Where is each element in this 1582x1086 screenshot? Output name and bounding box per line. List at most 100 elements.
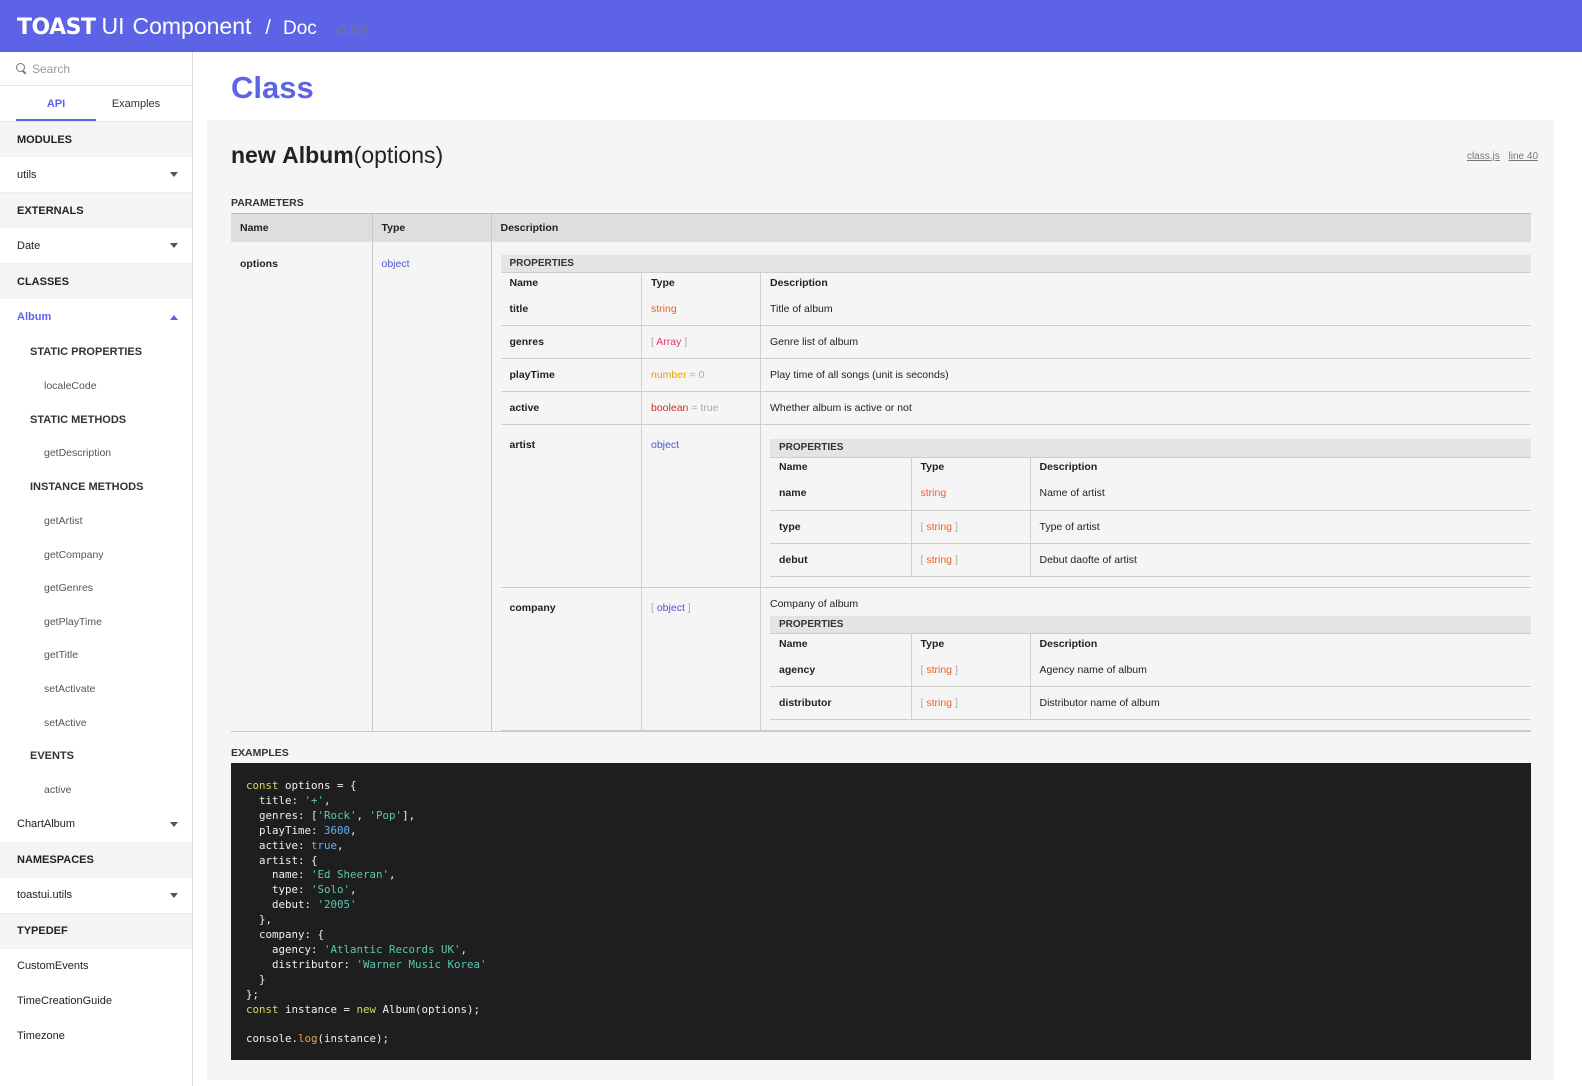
table-row: type [ string ] Type of artist — [770, 510, 1531, 544]
logo-separator: / — [265, 16, 271, 39]
constructor-signature: new Album(options) — [231, 142, 443, 169]
sidebar-link-getdescription[interactable]: getDescription — [44, 447, 112, 460]
sidebar-link-getcompany[interactable]: getCompany — [44, 548, 104, 561]
type-value[interactable]: object — [656, 601, 685, 614]
bracket-close: ] — [954, 553, 958, 566]
sidebar-item-album[interactable]: Album — [0, 299, 192, 335]
sidebar-item-label: utils — [17, 168, 37, 181]
table-row: options object PROPERTIES Name Type Desc… — [231, 241, 1531, 732]
chevron-down-icon[interactable] — [170, 892, 178, 898]
main-content: Class new Album(options) class.js line 4… — [194, 52, 1582, 1086]
prop-name: artist — [500, 424, 642, 588]
sidebar-link-gettitle[interactable]: getTitle — [44, 649, 79, 662]
table-row: title string Title of album — [500, 292, 1531, 326]
examples-label: EXAMPLES — [231, 747, 289, 759]
prop-description: Distributor name of album — [1029, 686, 1531, 720]
section-externals: EXTERNALS — [0, 193, 192, 228]
code-token: 'Atlantic Records UK' — [324, 942, 461, 956]
bracket-open: [ — [651, 601, 654, 614]
prop-type: string — [641, 292, 761, 326]
source-file-link[interactable]: class.js — [1466, 151, 1500, 162]
section-typedef: TYPEDEF — [0, 913, 192, 949]
search-box — [0, 52, 192, 86]
sidebar-link-getartist[interactable]: getArtist — [44, 514, 83, 527]
code-token: , — [460, 942, 468, 956]
type-value: number — [651, 369, 687, 381]
nested-properties-table: PROPERTIES Name Type Description name — [770, 439, 1531, 577]
type-value: string — [926, 663, 953, 676]
table-row: active boolean = true Whether album is a… — [500, 391, 1531, 425]
sidebar-link-active-event[interactable]: active — [44, 784, 72, 797]
prop-name: debut — [770, 543, 911, 577]
prop-description: Type of artist — [1029, 510, 1531, 544]
bracket-open: [ — [920, 520, 924, 533]
type-value: string — [926, 520, 953, 533]
bracket-close: ] — [954, 663, 958, 676]
search-input[interactable] — [32, 61, 182, 76]
logo-doc-text: Doc — [282, 17, 317, 39]
type-value: string — [926, 697, 953, 709]
tab-examples[interactable]: Examples — [111, 98, 161, 110]
version-label: v1.0.0 — [334, 23, 368, 37]
sidebar-item-customevents[interactable]: CustomEvents — [17, 960, 89, 973]
code-example[interactable]: const options = { title: '+', genres: ['… — [231, 763, 1531, 1060]
code-token: artist: { — [246, 853, 318, 867]
sidebar-item-utils[interactable]: utils — [0, 157, 192, 193]
signature-name: Album — [282, 142, 354, 168]
prop-type[interactable]: object — [641, 424, 761, 588]
sidebar-item-chartalbum[interactable]: ChartAlbum — [0, 807, 192, 843]
code-token: 'Pop' — [369, 808, 403, 822]
chevron-down-icon[interactable] — [170, 821, 178, 827]
sidebar-link-localecode[interactable]: localeCode — [44, 379, 97, 392]
code-token: } — [246, 972, 266, 986]
column-header-name: Name — [500, 272, 642, 293]
column-header-description: Description — [1029, 457, 1531, 477]
subsection-static-properties: STATIC PROPERTIES — [30, 346, 143, 358]
code-token: , — [356, 808, 370, 822]
properties-caption: PROPERTIES — [770, 615, 1531, 634]
code-token: instance = — [278, 1002, 357, 1016]
tab-api[interactable]: API — [16, 86, 96, 121]
nested-properties-table: PROPERTIES Name Type Description agency — [770, 615, 1531, 720]
sidebar-link-getgenres[interactable]: getGenres — [44, 582, 94, 595]
sidebar-link-getplaytime[interactable]: getPlayTime — [44, 615, 102, 628]
param-type[interactable]: object — [371, 241, 491, 732]
logo-component-text: Component — [132, 12, 252, 39]
toast-ui-logo[interactable]: TOAST UI Component / Doc — [17, 13, 317, 40]
sidebar-link-setactive[interactable]: setActive — [44, 716, 87, 729]
column-header-name: Name — [770, 457, 911, 477]
bracket-open: [ — [651, 336, 654, 348]
code-token: agency: — [246, 942, 325, 956]
subsection-static-methods: STATIC METHODS — [30, 413, 127, 426]
code-token: name: — [246, 868, 312, 882]
code-token: 'Ed Sheeran' — [311, 868, 390, 882]
prop-description: Title of album — [760, 292, 1531, 326]
code-token: true — [311, 838, 338, 852]
default-value: = true — [691, 402, 719, 414]
prop-description: Name of artist — [1029, 477, 1531, 511]
chevron-down-icon[interactable] — [170, 172, 178, 177]
sidebar-item-timezone[interactable]: Timezone — [17, 1030, 65, 1043]
prop-description: Genre list of album — [760, 325, 1531, 359]
column-header-description: Description — [760, 272, 1531, 293]
source-line-link[interactable]: line 40 — [1508, 151, 1538, 162]
chevron-down-icon[interactable] — [170, 243, 178, 248]
param-name: options — [240, 257, 278, 270]
prop-name: distributor — [770, 686, 911, 720]
chevron-up-icon[interactable] — [170, 314, 178, 320]
sidebar-item-timecreationguide[interactable]: TimeCreationGuide — [17, 995, 112, 1008]
column-header-name: Name — [770, 633, 911, 654]
parameters-table: Name Type Description options object PRO… — [231, 213, 1531, 732]
prop-name: company — [500, 587, 642, 731]
section-namespaces: NAMESPACES — [0, 842, 192, 878]
table-row: genres [ Array ] Genre list of album — [500, 325, 1531, 359]
prop-type: [ string ] — [910, 510, 1030, 544]
table-row: debut [ string ] Debut daofte of artist — [770, 543, 1531, 577]
table-row: name string Name of artist — [770, 477, 1531, 511]
code-token: }, — [246, 913, 273, 927]
code-token: Album(options); — [376, 1002, 481, 1016]
bracket-open: [ — [920, 663, 924, 676]
sidebar-item-toastui-utils[interactable]: toastui.utils — [0, 878, 192, 914]
sidebar-item-date[interactable]: Date — [0, 228, 192, 264]
sidebar-link-setactivate[interactable]: setActivate — [44, 682, 96, 695]
